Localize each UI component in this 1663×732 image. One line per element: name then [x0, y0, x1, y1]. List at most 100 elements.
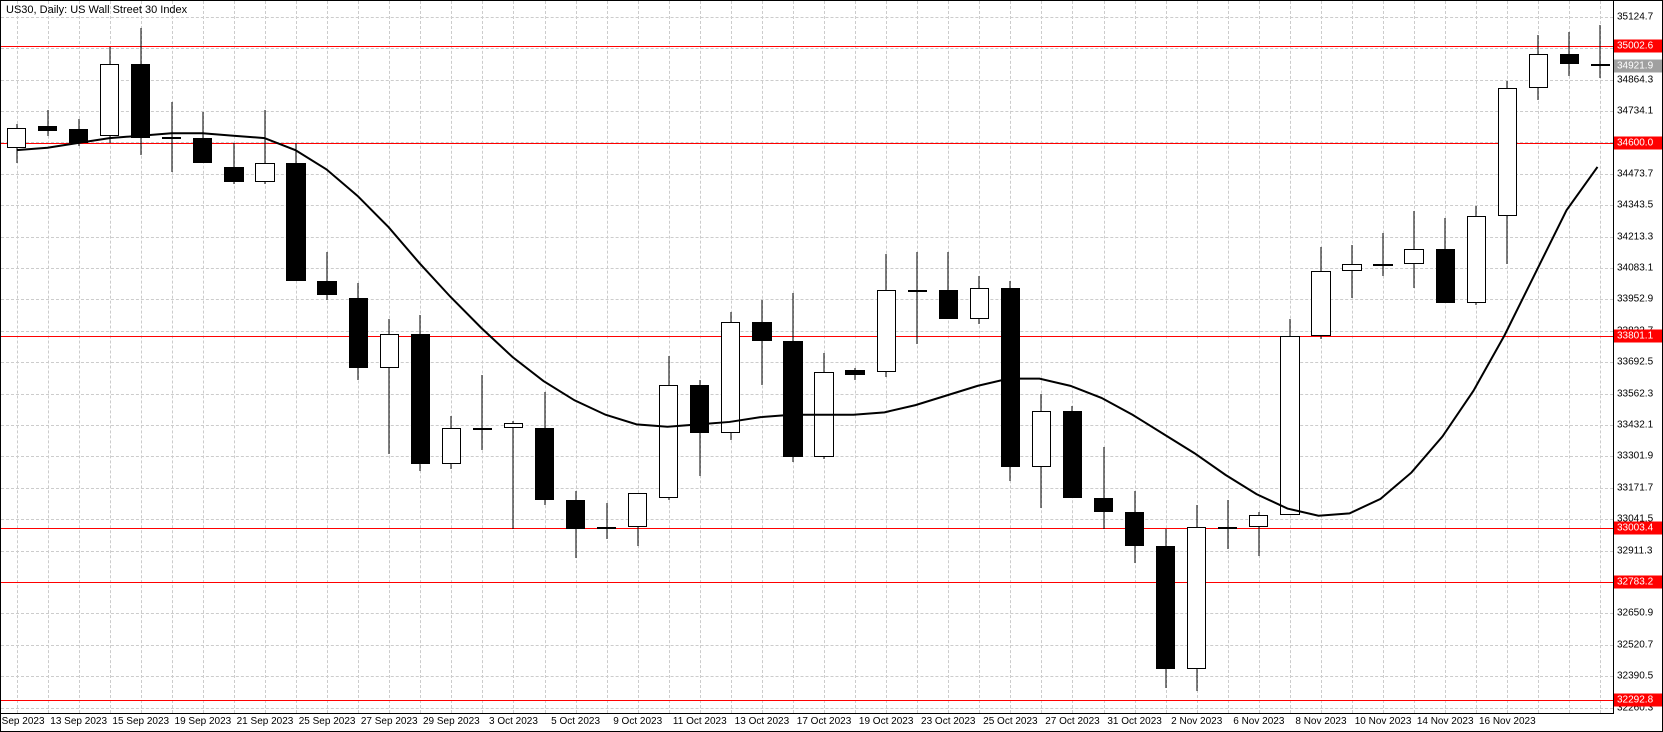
candle-body-bull — [1280, 336, 1299, 515]
candle-body-bull — [255, 163, 274, 182]
candle-body-bull — [1404, 249, 1423, 263]
y-axis-label: 34343.5 — [1617, 200, 1653, 211]
x-axis-label: 27 Oct 2023 — [1045, 716, 1099, 727]
candle-body-bull — [721, 322, 740, 433]
x-axis-label: 29 Sep 2023 — [423, 716, 480, 727]
candle-body-bear — [69, 129, 88, 143]
chart-container: US30, Daily: US Wall Street 30 Index 351… — [0, 0, 1663, 732]
x-axis-label: 3 Oct 2023 — [489, 716, 538, 727]
candle — [566, 1, 585, 715]
x-axis-label: 21 Sep 2023 — [237, 716, 294, 727]
candle-wick — [1352, 245, 1353, 298]
x-axis-label: 9 Oct 2023 — [613, 716, 662, 727]
candle-wick — [1383, 233, 1384, 276]
candle-wick — [761, 300, 762, 384]
candle-wick — [606, 503, 607, 539]
candle-wick — [47, 110, 48, 137]
x-axis-label: 19 Sep 2023 — [175, 716, 232, 727]
candle-body-bear — [224, 167, 243, 181]
y-axis-label: 34473.7 — [1617, 168, 1653, 179]
candle — [1125, 1, 1144, 715]
candle-body-bull — [1373, 264, 1392, 266]
candle — [411, 1, 430, 715]
candle-body-bull — [1218, 527, 1237, 529]
candle — [1436, 1, 1455, 715]
y-axis-label: 34734.1 — [1617, 105, 1653, 116]
y-axis-label: 32520.7 — [1617, 639, 1653, 650]
candle — [1156, 1, 1175, 715]
candle — [908, 1, 927, 715]
price-level-label: 34600.0 — [1614, 137, 1662, 150]
x-axis-label: 2 Nov 2023 — [1171, 716, 1222, 727]
candle — [659, 1, 678, 715]
candle-body-bull — [597, 527, 616, 529]
y-axis-label: 32390.5 — [1617, 671, 1653, 682]
candle-body-bear — [1094, 498, 1113, 512]
y-axis-label: 34213.3 — [1617, 231, 1653, 242]
candle — [317, 1, 336, 715]
price-level-label: 35002.6 — [1614, 40, 1662, 53]
candle-body-bull — [1187, 527, 1206, 669]
candle — [939, 1, 958, 715]
candle — [1467, 1, 1486, 715]
price-level-label: 33801.1 — [1614, 330, 1662, 343]
candle — [535, 1, 554, 715]
candle-wick — [1600, 25, 1601, 78]
candle-body-bull — [380, 334, 399, 368]
x-axis-label: 25 Oct 2023 — [983, 716, 1037, 727]
candle-body-bear — [1436, 249, 1455, 302]
price-level-label: 32783.2 — [1614, 575, 1662, 588]
candle-body-bull — [970, 288, 989, 319]
candle-body-bear — [535, 428, 554, 500]
candle — [224, 1, 243, 715]
candle — [1001, 1, 1020, 715]
candle-wick — [482, 375, 483, 450]
candle-wick — [917, 252, 918, 344]
candle — [286, 1, 305, 715]
x-axis-label: 31 Oct 2023 — [1107, 716, 1161, 727]
current-price-label: 34921.9 — [1614, 59, 1662, 72]
y-axis-label: 33432.1 — [1617, 420, 1653, 431]
candle — [504, 1, 523, 715]
candle-body-bull — [504, 423, 523, 428]
candle-body-bull — [1498, 88, 1517, 216]
candle-body-bear — [193, 138, 212, 162]
candle — [1187, 1, 1206, 715]
candle — [7, 1, 26, 715]
candle — [1218, 1, 1237, 715]
candle — [752, 1, 771, 715]
candle-wick — [1103, 447, 1104, 529]
candle-body-bear — [845, 370, 864, 375]
candle — [783, 1, 802, 715]
candle — [1560, 1, 1579, 715]
x-axis-label: 11 Oct 2023 — [673, 716, 727, 727]
candle-body-bear — [783, 341, 802, 457]
x-axis-label: 17 Oct 2023 — [797, 716, 851, 727]
candle-body-bull — [1249, 515, 1268, 527]
x-axis-label: 14 Nov 2023 — [1417, 716, 1474, 727]
candle — [1404, 1, 1423, 715]
candle-body-bull — [628, 493, 647, 527]
candle-body-bear — [752, 322, 771, 341]
candle-body-bear — [1063, 411, 1082, 498]
chart-plot-area[interactable] — [1, 1, 1614, 713]
y-axis-label: 32911.3 — [1617, 545, 1652, 556]
candle-body-bear — [566, 500, 585, 529]
chart-title: US30, Daily: US Wall Street 30 Index — [6, 4, 187, 16]
x-axis-label: 25 Sep 2023 — [299, 716, 356, 727]
y-axis: 35124.734994.434864.334734.134603.934473… — [1614, 1, 1662, 713]
candle — [255, 1, 274, 715]
candle-body-bear — [38, 126, 57, 131]
candle — [1280, 1, 1299, 715]
candle — [814, 1, 833, 715]
y-axis-label: 33301.9 — [1617, 451, 1653, 462]
candle — [380, 1, 399, 715]
x-axis-label: 13 Oct 2023 — [735, 716, 789, 727]
candle — [1311, 1, 1330, 715]
y-axis-label: 34083.1 — [1617, 263, 1653, 274]
candle — [628, 1, 647, 715]
candle-body-bear — [131, 64, 150, 139]
candle-body-bull — [908, 290, 927, 292]
x-axis-label: 11 Sep 2023 — [0, 716, 45, 727]
candle — [690, 1, 709, 715]
